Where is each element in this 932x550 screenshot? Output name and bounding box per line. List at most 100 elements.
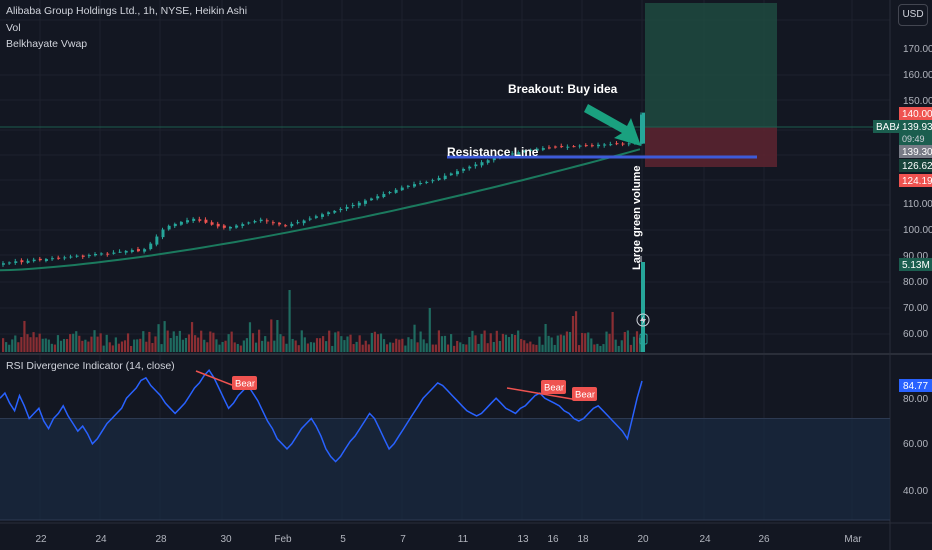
volume-bar	[267, 341, 270, 352]
volume-legend[interactable]: Vol	[6, 22, 21, 34]
currency-button[interactable]: USD	[898, 4, 928, 26]
volume-bar	[468, 336, 471, 352]
volume-bar	[474, 335, 477, 352]
volume-bar	[166, 330, 169, 352]
volume-bar	[218, 344, 221, 352]
volume-bar	[75, 331, 78, 352]
volume-bar	[535, 344, 538, 352]
volume-bar	[215, 339, 218, 352]
candle	[167, 225, 171, 230]
last-price-badge	[899, 120, 932, 146]
volume-bar	[547, 335, 550, 352]
volume-bar	[343, 340, 346, 352]
rsi-tick: 40.00	[903, 486, 928, 497]
volume-bar	[340, 336, 343, 352]
candle	[253, 221, 257, 223]
volume-bar	[44, 338, 47, 352]
candle	[517, 152, 521, 155]
volume-bar	[41, 338, 44, 352]
flash-icon-glyph	[640, 315, 646, 325]
volume-bar	[529, 341, 532, 352]
volume-bar	[72, 333, 75, 352]
volume-bar	[638, 337, 642, 352]
candle	[32, 259, 36, 262]
volume-bar	[584, 333, 587, 352]
price-tick: 110.00	[903, 199, 932, 210]
volume-bar	[145, 341, 148, 352]
candle	[136, 249, 140, 252]
candle	[321, 214, 324, 217]
entry-badge	[899, 145, 932, 158]
volume-bar	[200, 330, 203, 352]
volume-bar	[550, 337, 553, 352]
symbol-legend[interactable]: Alibaba Group Holdings Ltd., 1h, NYSE, H…	[6, 5, 248, 17]
candle	[462, 168, 466, 171]
price-tick: 150.00	[903, 96, 932, 107]
volume-bar	[157, 324, 160, 352]
candle	[100, 253, 104, 255]
rsi-last-badge	[899, 379, 932, 392]
volume-bar	[32, 332, 35, 352]
candle	[578, 145, 582, 147]
candle	[511, 153, 515, 155]
candle	[278, 222, 282, 225]
volume-bar	[133, 339, 136, 352]
candle	[94, 254, 98, 256]
volume-bar	[462, 344, 465, 352]
candle	[192, 218, 196, 221]
time-tick: 16	[547, 534, 559, 545]
volume-bar	[105, 334, 108, 352]
volume-bar	[617, 345, 620, 352]
candle	[640, 114, 643, 144]
candle	[20, 260, 24, 263]
volume-bar	[392, 342, 395, 352]
candle	[382, 194, 386, 197]
volume-bar	[322, 336, 325, 352]
volume-bar	[629, 344, 633, 352]
last-price-text: 139.93	[902, 122, 932, 133]
volume-bar	[367, 344, 370, 352]
volume-bar	[523, 340, 526, 352]
volume-bar	[581, 332, 584, 352]
flash-icon	[636, 313, 650, 327]
candle	[204, 219, 208, 223]
volume-bar	[590, 338, 593, 352]
candle	[314, 216, 318, 218]
volume-bar	[620, 340, 623, 352]
volume-bar	[53, 344, 57, 352]
rsi-legend[interactable]: RSI Divergence Indicator (14, close)	[6, 360, 175, 372]
breakout-arrow	[584, 104, 641, 146]
volume-note-label: Large green volume	[631, 165, 643, 270]
volume-bar	[2, 338, 5, 352]
price-tick: 100.00	[903, 225, 932, 236]
candle	[57, 257, 61, 259]
vwap-badge	[899, 159, 932, 172]
volume-bar	[309, 342, 313, 352]
candle	[14, 261, 18, 263]
candle	[370, 198, 374, 201]
volume-bar	[465, 344, 468, 352]
volume-bar	[456, 340, 459, 352]
stop-badge	[899, 174, 932, 187]
candle	[271, 222, 275, 224]
candle	[425, 181, 429, 183]
volume-bar	[608, 333, 611, 352]
volume-bar	[325, 341, 328, 352]
candle	[480, 162, 484, 166]
candle	[8, 262, 12, 264]
rsi-band	[0, 418, 890, 520]
vwap-legend[interactable]: Belkhayate Vwap	[6, 38, 88, 50]
candle	[38, 258, 42, 261]
volume-badge-text: 5.13M	[902, 260, 930, 271]
candle	[357, 202, 361, 206]
volume-bar	[184, 337, 188, 352]
target-badge	[899, 107, 932, 120]
time-tick: 13	[517, 534, 529, 545]
candle	[149, 243, 153, 250]
volume-bar	[382, 339, 386, 352]
volume-bar	[38, 333, 41, 352]
volume-badge	[899, 258, 932, 271]
volume-bar	[602, 344, 605, 352]
volume-bar	[26, 334, 29, 352]
